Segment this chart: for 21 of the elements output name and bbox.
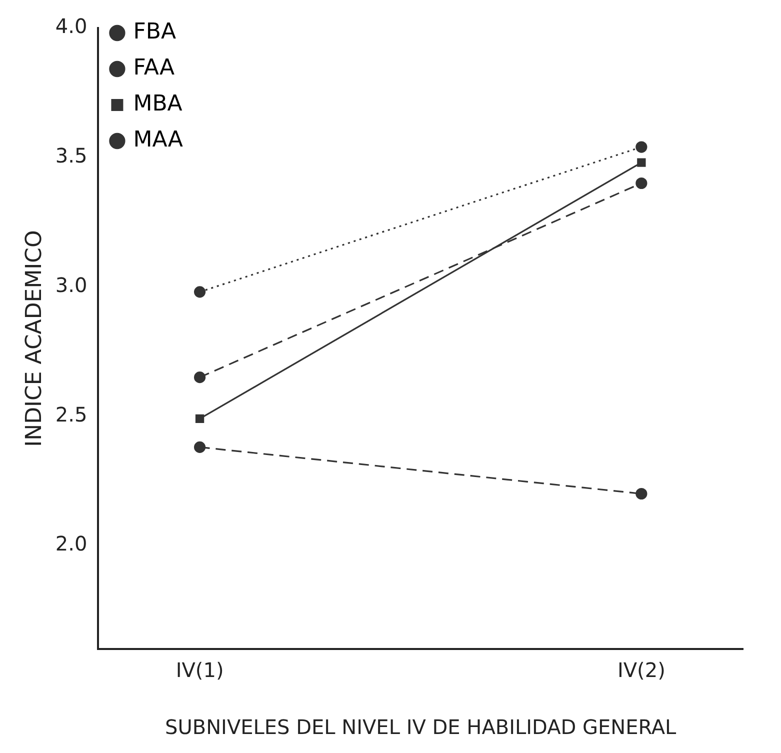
y-axis-title: INDICE ACADEMICO bbox=[22, 230, 47, 447]
x-axis-title: SUBNIVELES DEL NIVEL IV DE HABILIDAD GENERAL bbox=[165, 715, 678, 740]
y-tick-label: 3.0 bbox=[55, 272, 88, 297]
legend-label: MBA bbox=[133, 92, 182, 117]
point bbox=[194, 441, 206, 453]
point bbox=[194, 372, 206, 384]
y-tick-label: 4.0 bbox=[55, 14, 88, 38]
y-tick-label: 3.5 bbox=[55, 144, 88, 168]
point bbox=[195, 414, 204, 424]
point bbox=[636, 177, 648, 190]
point bbox=[636, 488, 648, 500]
y-tick-label: 2.5 bbox=[55, 402, 88, 426]
legend-label: MAA bbox=[133, 128, 183, 153]
y-tick-label: 2.0 bbox=[55, 532, 88, 556]
x-tick-label: IV(2) bbox=[617, 658, 666, 682]
point bbox=[636, 141, 648, 153]
x-tick-label: IV(1) bbox=[176, 658, 224, 682]
legend-label: FAA bbox=[133, 56, 175, 81]
legend-label: FBA bbox=[133, 20, 176, 45]
point bbox=[637, 158, 646, 167]
point bbox=[194, 286, 206, 298]
